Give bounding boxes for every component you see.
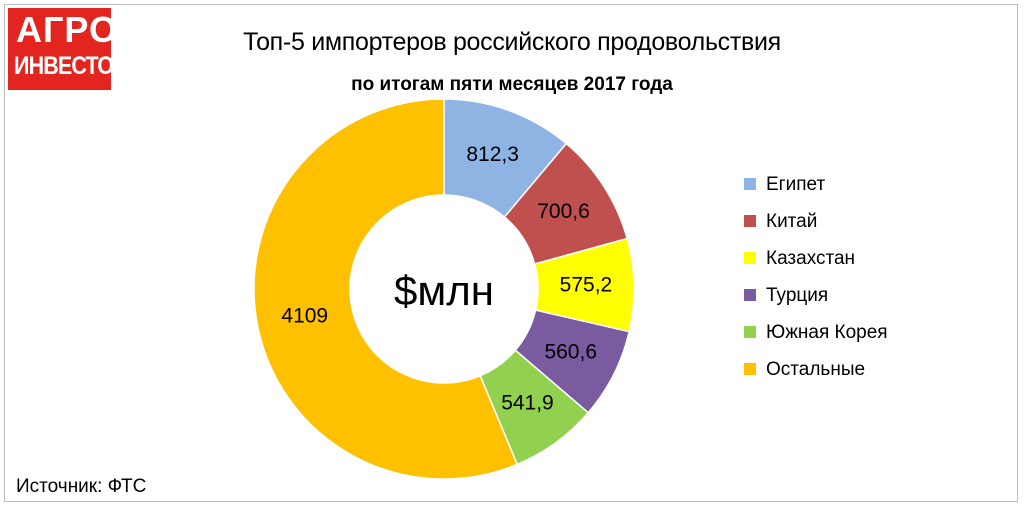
source-note: Источник: ФТС <box>16 476 147 497</box>
slice-labels: 812,3 700,6 575,2 560,6 541,9 4109 <box>281 143 612 414</box>
legend-swatch <box>744 178 756 190</box>
legend-swatch <box>744 326 756 338</box>
slice-value-label-3: 560,6 <box>544 341 597 364</box>
donut-slices <box>253 98 635 480</box>
legend-swatch <box>744 215 756 227</box>
center-label: $млн <box>394 267 494 314</box>
chart-title: Топ-5 импортеров российского продовольст… <box>243 28 781 56</box>
legend-label: Китай <box>766 211 818 232</box>
legend-label: Южная Корея <box>766 322 888 343</box>
slice-5 <box>253 98 519 480</box>
legend-swatch <box>744 363 756 375</box>
legend-label: Турция <box>766 285 829 306</box>
legend-swatch <box>744 252 756 264</box>
legend-swatch <box>744 289 756 301</box>
logo-line-2: ИНВЕСТОР <box>14 52 127 80</box>
slice-value-label-2: 575,2 <box>560 274 613 297</box>
slice-value-label-1: 700,6 <box>537 200 590 223</box>
legend-label: Казахстан <box>766 248 856 269</box>
legend-label: Египет <box>766 174 826 195</box>
slice-value-label-0: 812,3 <box>466 143 519 166</box>
slice-value-label-5: 4109 <box>281 304 328 327</box>
slice-value-label-4: 541,9 <box>501 391 554 414</box>
legend-label: Остальные <box>766 359 866 380</box>
logo-line-1: АГРО <box>16 9 118 50</box>
agroinvestor-logo: АГРО ИНВЕСТОР <box>8 8 127 90</box>
chart-subtitle: по итогам пяти месяцев 2017 года <box>351 74 673 95</box>
